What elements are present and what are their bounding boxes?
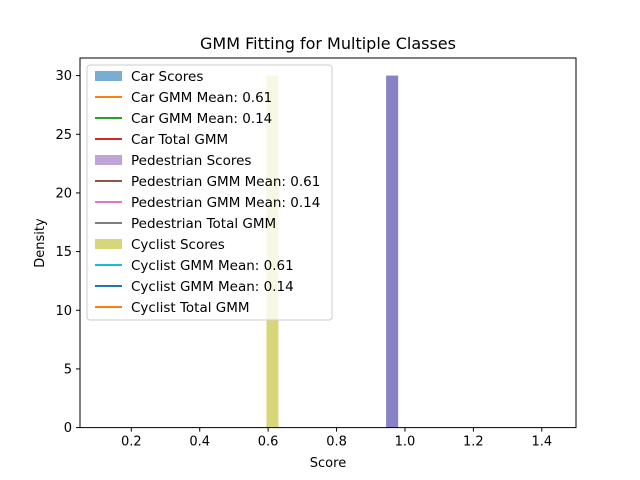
legend-swatch xyxy=(95,155,122,165)
legend-entry-label: Cyclist Scores xyxy=(131,237,225,253)
x-tick-label: 0.6 xyxy=(258,435,279,450)
x-tick-label: 1.0 xyxy=(395,435,416,450)
legend-swatch xyxy=(95,239,122,249)
y-tick-label: 20 xyxy=(55,186,72,201)
legend-entry-label: Pedestrian GMM Mean: 0.14 xyxy=(131,195,320,211)
legend-frame xyxy=(86,64,333,321)
y-axis-label: Density xyxy=(33,218,48,268)
y-tick-label: 25 xyxy=(55,128,72,143)
chart-title: GMM Fitting for Multiple Classes xyxy=(200,34,456,53)
x-axis-label: Score xyxy=(310,456,346,471)
legend-entry-label: Pedestrian GMM Mean: 0.61 xyxy=(131,174,320,190)
y-tick-label: 5 xyxy=(64,362,72,377)
legend-entry-label: Pedestrian Scores xyxy=(131,153,251,169)
legend-entry-label: Car Total GMM xyxy=(131,132,228,148)
x-axis-ticks: 0.2 0.4 0.6 0.8 1.0 1.2 1.4 xyxy=(121,427,552,450)
plot-frame xyxy=(79,57,577,429)
x-tick-label: 1.4 xyxy=(531,435,552,450)
y-tick-label: 10 xyxy=(55,304,72,319)
y-tick-label: 30 xyxy=(55,69,72,84)
legend-entry-label: Pedestrian Total GMM xyxy=(131,216,276,232)
legend-entry-label: Cyclist GMM Mean: 0.14 xyxy=(131,279,294,295)
x-tick-label: 0.2 xyxy=(121,435,142,450)
legend-swatch xyxy=(95,71,122,81)
legend: Car Scores Car GMM Mean: 0.61 Car GMM Mean… xyxy=(86,64,333,321)
x-tick-label: 0.8 xyxy=(326,435,347,450)
legend-entry-label: Car GMM Mean: 0.61 xyxy=(131,90,272,106)
legend-entry-label: Cyclist Total GMM xyxy=(131,300,250,316)
legend-entry-label: Cyclist GMM Mean: 0.61 xyxy=(131,258,294,274)
legend-entry-label: Car Scores xyxy=(131,69,203,85)
x-tick-label: 0.4 xyxy=(189,435,210,450)
y-tick-label: 15 xyxy=(55,245,72,260)
legend-entry-label: Car GMM Mean: 0.14 xyxy=(131,111,272,127)
x-tick-label: 1.2 xyxy=(463,435,484,450)
y-axis-ticks: 0 5 10 15 20 25 30 xyxy=(55,69,80,436)
histogram-bar-2 xyxy=(386,75,399,428)
y-tick-label: 0 xyxy=(64,421,72,436)
